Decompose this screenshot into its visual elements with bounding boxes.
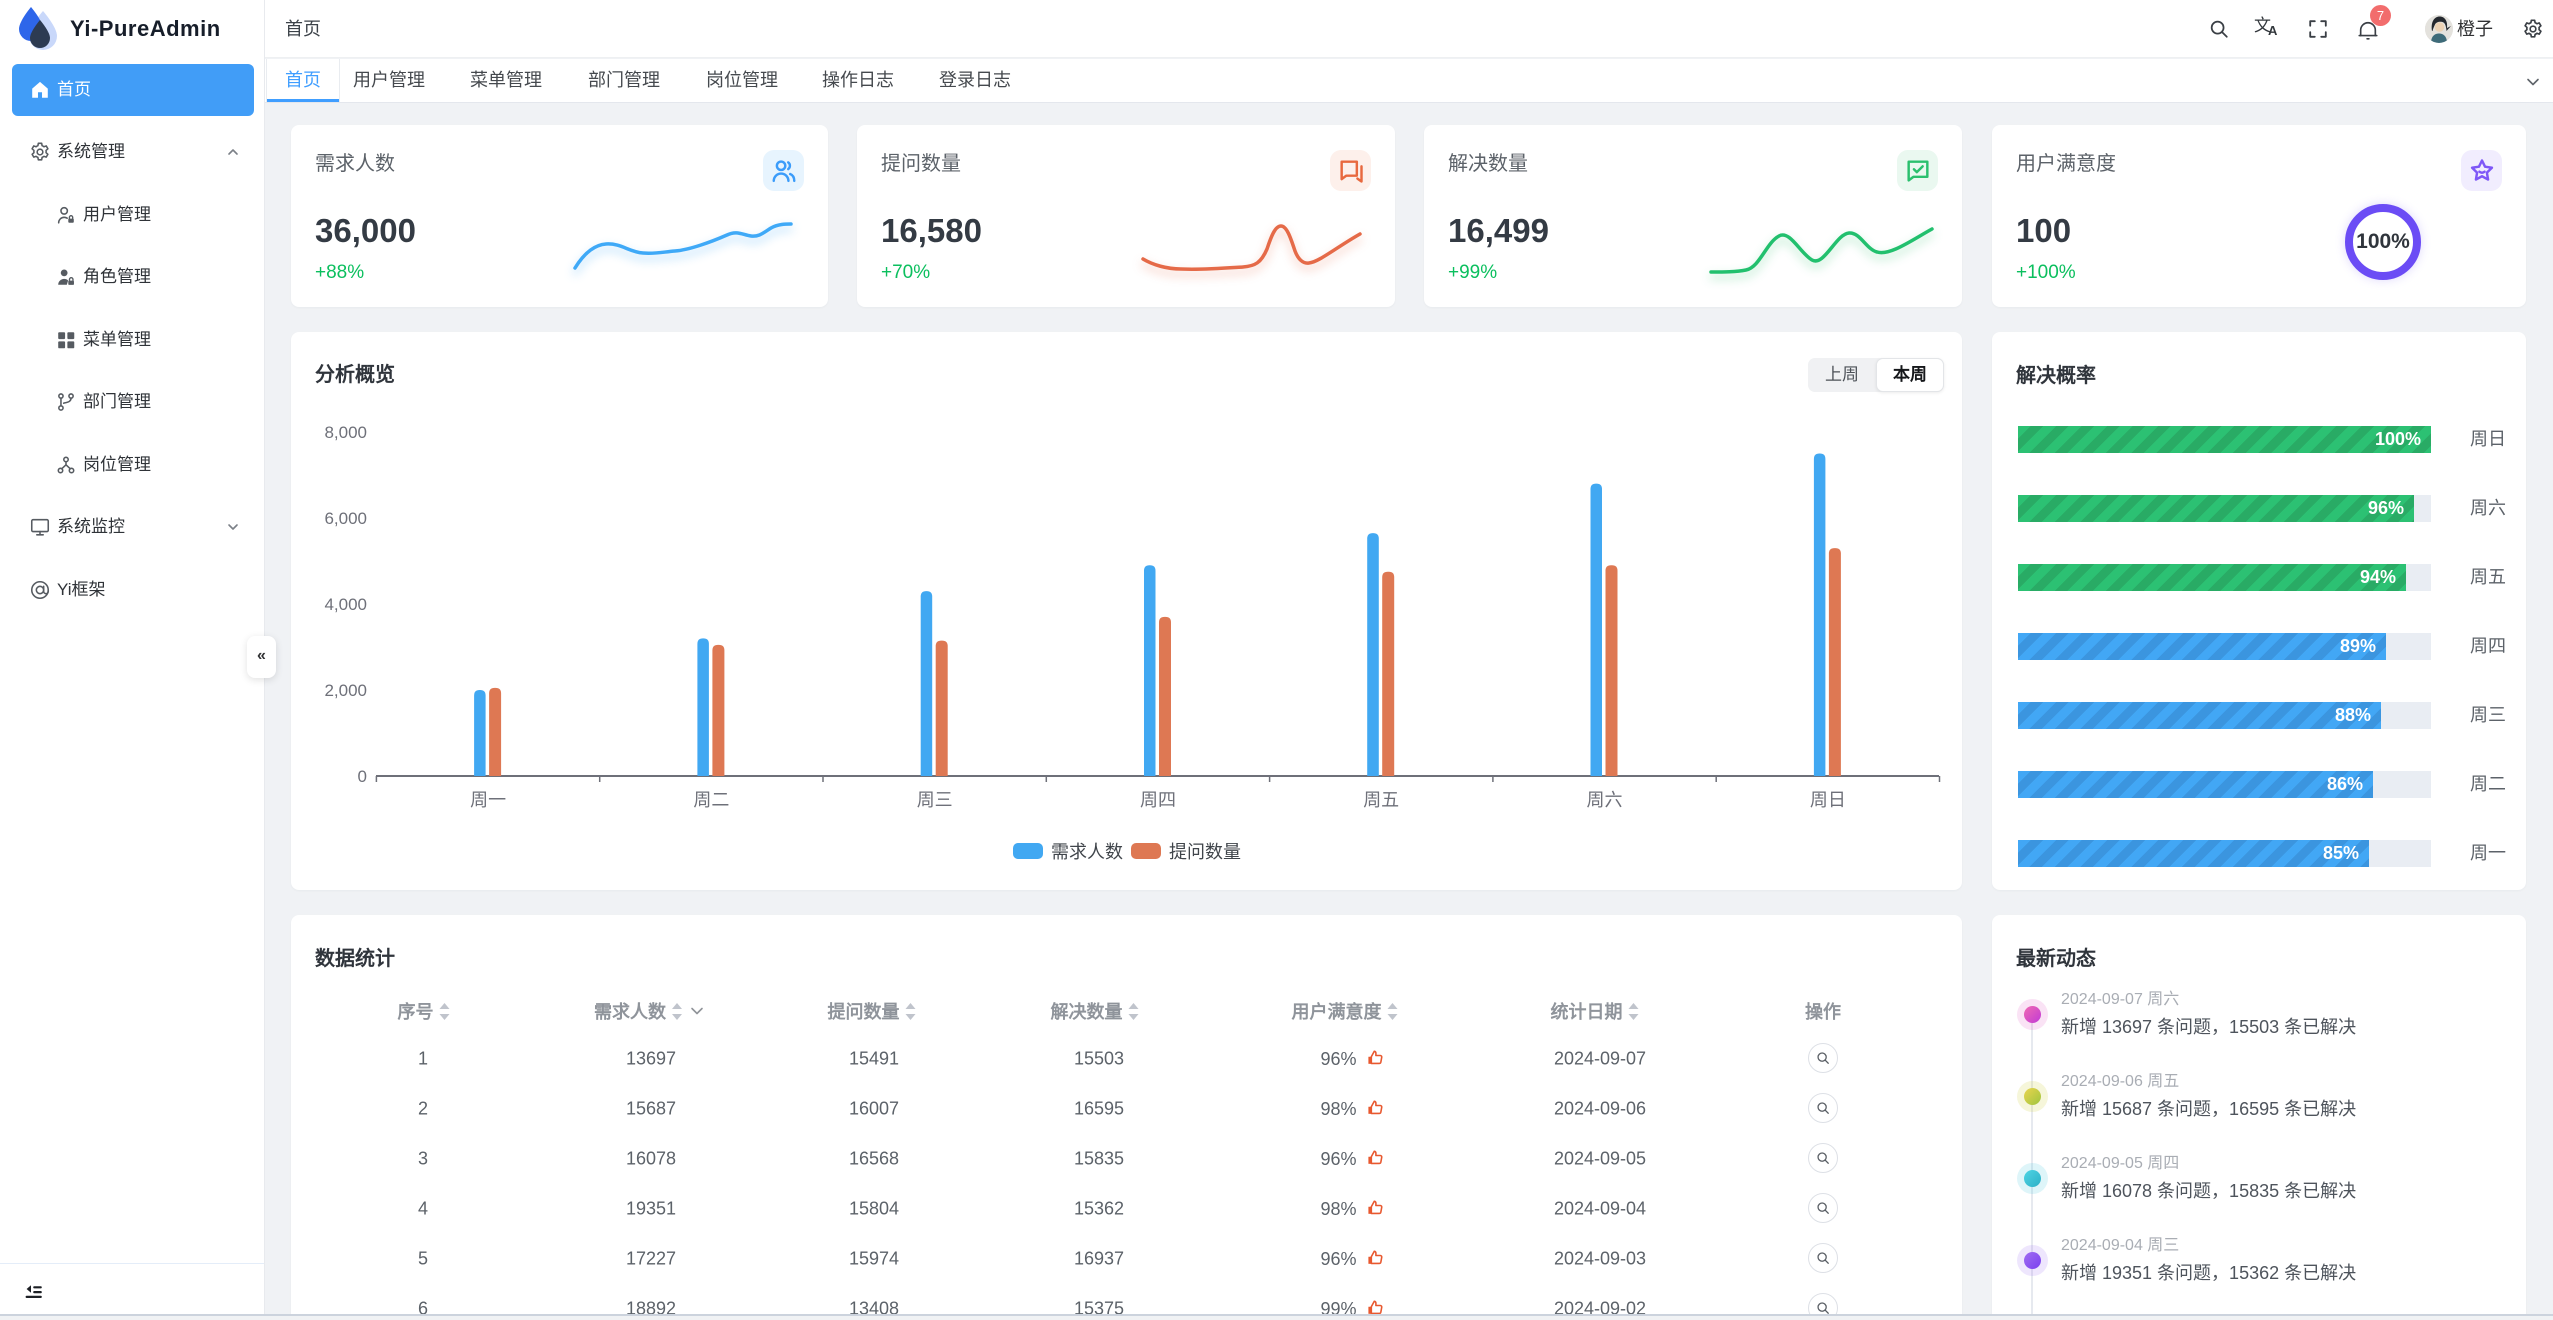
svg-text:周四: 周四	[1140, 790, 1176, 810]
svg-text:周日: 周日	[1810, 790, 1846, 810]
svg-text:0: 0	[358, 767, 367, 786]
svg-text:4,000: 4,000	[324, 595, 367, 614]
svg-text:周六: 周六	[1587, 790, 1623, 810]
svg-text:周五: 周五	[1363, 790, 1399, 810]
svg-text:周二: 周二	[693, 790, 729, 810]
svg-text:周一: 周一	[470, 790, 506, 810]
svg-text:周三: 周三	[917, 790, 953, 810]
svg-text:需求人数: 需求人数	[1051, 842, 1123, 862]
svg-text:2,000: 2,000	[324, 681, 367, 700]
svg-text:8,000: 8,000	[324, 423, 367, 442]
svg-text:提问数量: 提问数量	[1169, 842, 1241, 862]
svg-text:6,000: 6,000	[324, 509, 367, 528]
